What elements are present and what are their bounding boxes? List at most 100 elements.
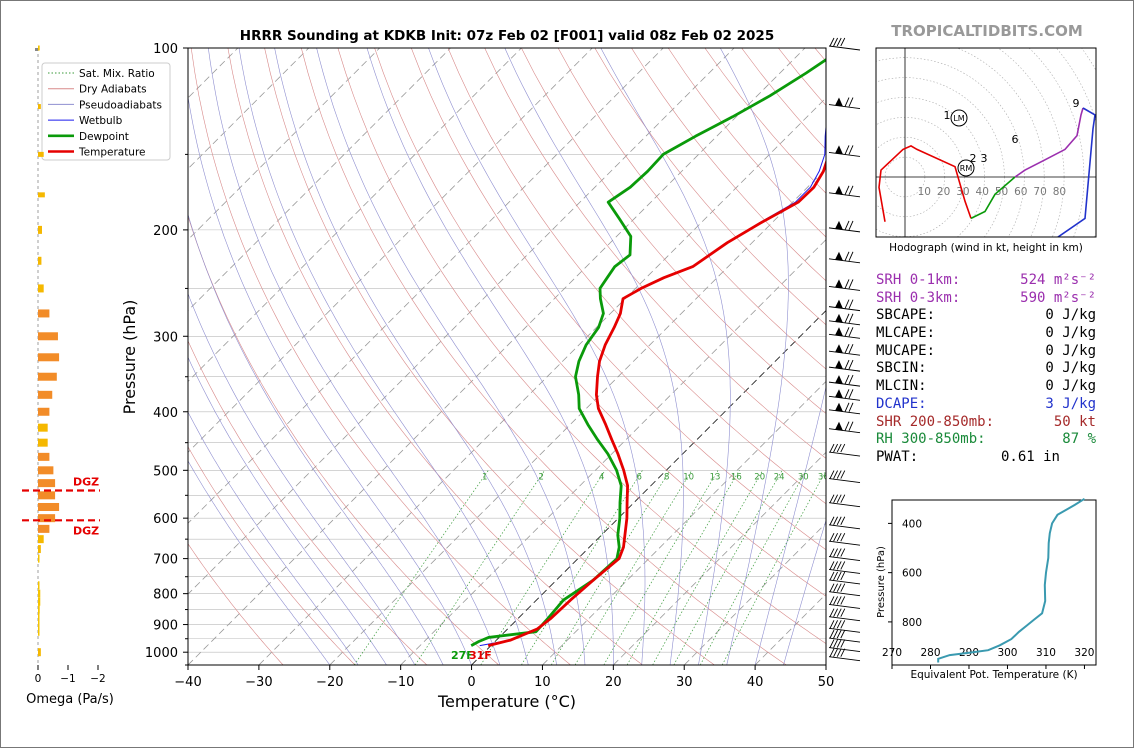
wind-barb — [828, 532, 861, 546]
wind-barb — [828, 374, 861, 387]
pseudoadiabat — [188, 411, 359, 665]
dry-adiabat — [227, 48, 643, 665]
pseudoadiabat — [316, 48, 586, 665]
param-value: 0 J/kg — [1045, 307, 1096, 324]
hodo-segment — [970, 176, 1016, 220]
wind-barb — [828, 443, 861, 457]
wind-barb — [828, 37, 861, 51]
hodo-marker-label: LM — [953, 114, 964, 123]
mixing-ratio-label: 30 — [798, 473, 809, 483]
wind-barb — [828, 648, 861, 662]
legend-label: Temperature — [78, 147, 146, 159]
dry-adiabat — [374, 48, 826, 597]
omega-xlabel: Omega (Pa/s) — [26, 692, 114, 707]
y-tick-label: 600 — [153, 512, 178, 527]
y-tick-label: 1000 — [145, 646, 178, 661]
wind-barb — [828, 327, 861, 339]
pseudoadiabat — [188, 292, 416, 665]
param-label: SRH 0-1km: — [876, 272, 961, 288]
dry-adiabat — [188, 215, 499, 665]
legend-label: Pseudoadiabats — [79, 99, 162, 111]
hodograph-caption: Hodograph (wind in kt, height in km) — [889, 242, 1083, 254]
param-label: MUCAPE: — [876, 342, 936, 359]
param-row: SBCIN: 0 J/kg — [876, 360, 1096, 378]
param-row: SHR 200-850mb: 50 kt — [876, 414, 1096, 432]
pseudoadiabat — [504, 48, 684, 665]
param-label: SBCIN: — [876, 360, 927, 377]
hodo-marker-label: RM — [960, 164, 973, 173]
y-tick-label: 200 — [153, 224, 178, 239]
param-label: RH 300-850mb: — [876, 431, 986, 448]
mixing-ratio-label: 6 — [636, 473, 641, 483]
mixing-ratio-line — [480, 470, 606, 665]
theta-e-line — [937, 497, 1086, 663]
hodo-tick-label: 80 — [1053, 186, 1066, 198]
wind-barb — [828, 494, 861, 508]
y-tick-label: 100 — [153, 42, 178, 57]
mixing-ratio-line — [652, 470, 764, 665]
isotherm — [258, 97, 826, 665]
mixing-ratio-line — [626, 470, 740, 665]
x-tick-label: 20 — [605, 675, 622, 690]
pseudoadiabat — [600, 48, 731, 665]
wind-barb — [828, 470, 861, 484]
theta-e-x-tick-label: 280 — [920, 647, 940, 659]
mixing-ratio-label: 24 — [774, 473, 785, 483]
omega-bar — [38, 597, 41, 606]
mixing-ratio-label: 16 — [731, 473, 742, 483]
hodo-marker-circle — [957, 159, 975, 177]
wind-barb — [828, 299, 861, 312]
pseudoadiabat — [188, 460, 331, 665]
dry-adiabat — [411, 48, 826, 551]
omega-bar — [38, 256, 42, 265]
param-value: 87 % — [1062, 431, 1096, 448]
omega-chart: DGZ DGZ 0 −1 −2 Omega (Pa/s) — [22, 45, 114, 707]
omega-bar — [38, 581, 40, 590]
omega-bar — [38, 407, 50, 416]
wind-barbs — [828, 37, 861, 662]
hodo-marker-circle — [950, 109, 968, 127]
legend-label: Dry Adiabats — [79, 84, 147, 96]
dry-adiabat — [301, 48, 787, 665]
omega-bar — [38, 613, 40, 622]
brand-watermark: TROPICALTIDBITS.COM — [891, 22, 1083, 40]
y-tick-label: 500 — [153, 464, 178, 479]
series-temperature — [487, 159, 826, 647]
wind-barb — [828, 359, 861, 372]
isotherm — [188, 48, 735, 595]
isotherm — [400, 239, 826, 665]
hodo-tick-label: 20 — [937, 186, 950, 198]
theta-e-ylabel: Pressure (hPa) — [876, 546, 887, 618]
param-row: PWAT: 0.61 in — [876, 449, 1096, 467]
y-tick-label: 300 — [153, 330, 178, 345]
mixing-ratio-line — [673, 470, 783, 665]
omega-bar — [38, 479, 56, 488]
param-label: SBCAPE: — [876, 307, 936, 324]
omega-bar — [38, 309, 50, 318]
mixing-ratio-line — [354, 470, 489, 665]
mixing-ratio-line — [550, 470, 671, 665]
omega-bar — [38, 620, 40, 629]
legend-label: Dewpoint — [79, 131, 129, 143]
x-tick-label: 30 — [676, 675, 693, 690]
param-row: DCAPE: 3 J/kg — [876, 396, 1096, 414]
skew-t-chart: 1 2 4 6 8 10 13 16 20 24 30 36 −40 −30 −20 −10 0 10 20 30 4… — [120, 42, 834, 711]
dry-adiabat — [521, 48, 826, 414]
hodo-segment — [1056, 107, 1096, 237]
wind-barb — [828, 185, 861, 198]
pseudoadiabat — [366, 48, 614, 665]
wind-barb — [828, 251, 861, 264]
hodo-height-label: 9 — [1073, 97, 1080, 110]
param-value: 0 J/kg — [1045, 325, 1096, 342]
omega-bar — [38, 502, 60, 511]
mixing-ratio-line — [414, 470, 545, 665]
isotherm — [542, 380, 826, 665]
y-tick-label: 900 — [153, 619, 178, 634]
isotherm — [613, 451, 826, 665]
omega-bar — [38, 225, 42, 234]
pseudoadiabat — [188, 356, 387, 665]
legend-label: Wetbulb — [79, 115, 123, 127]
wind-barb — [828, 548, 861, 562]
param-row: SBCAPE: 0 J/kg — [876, 307, 1096, 325]
